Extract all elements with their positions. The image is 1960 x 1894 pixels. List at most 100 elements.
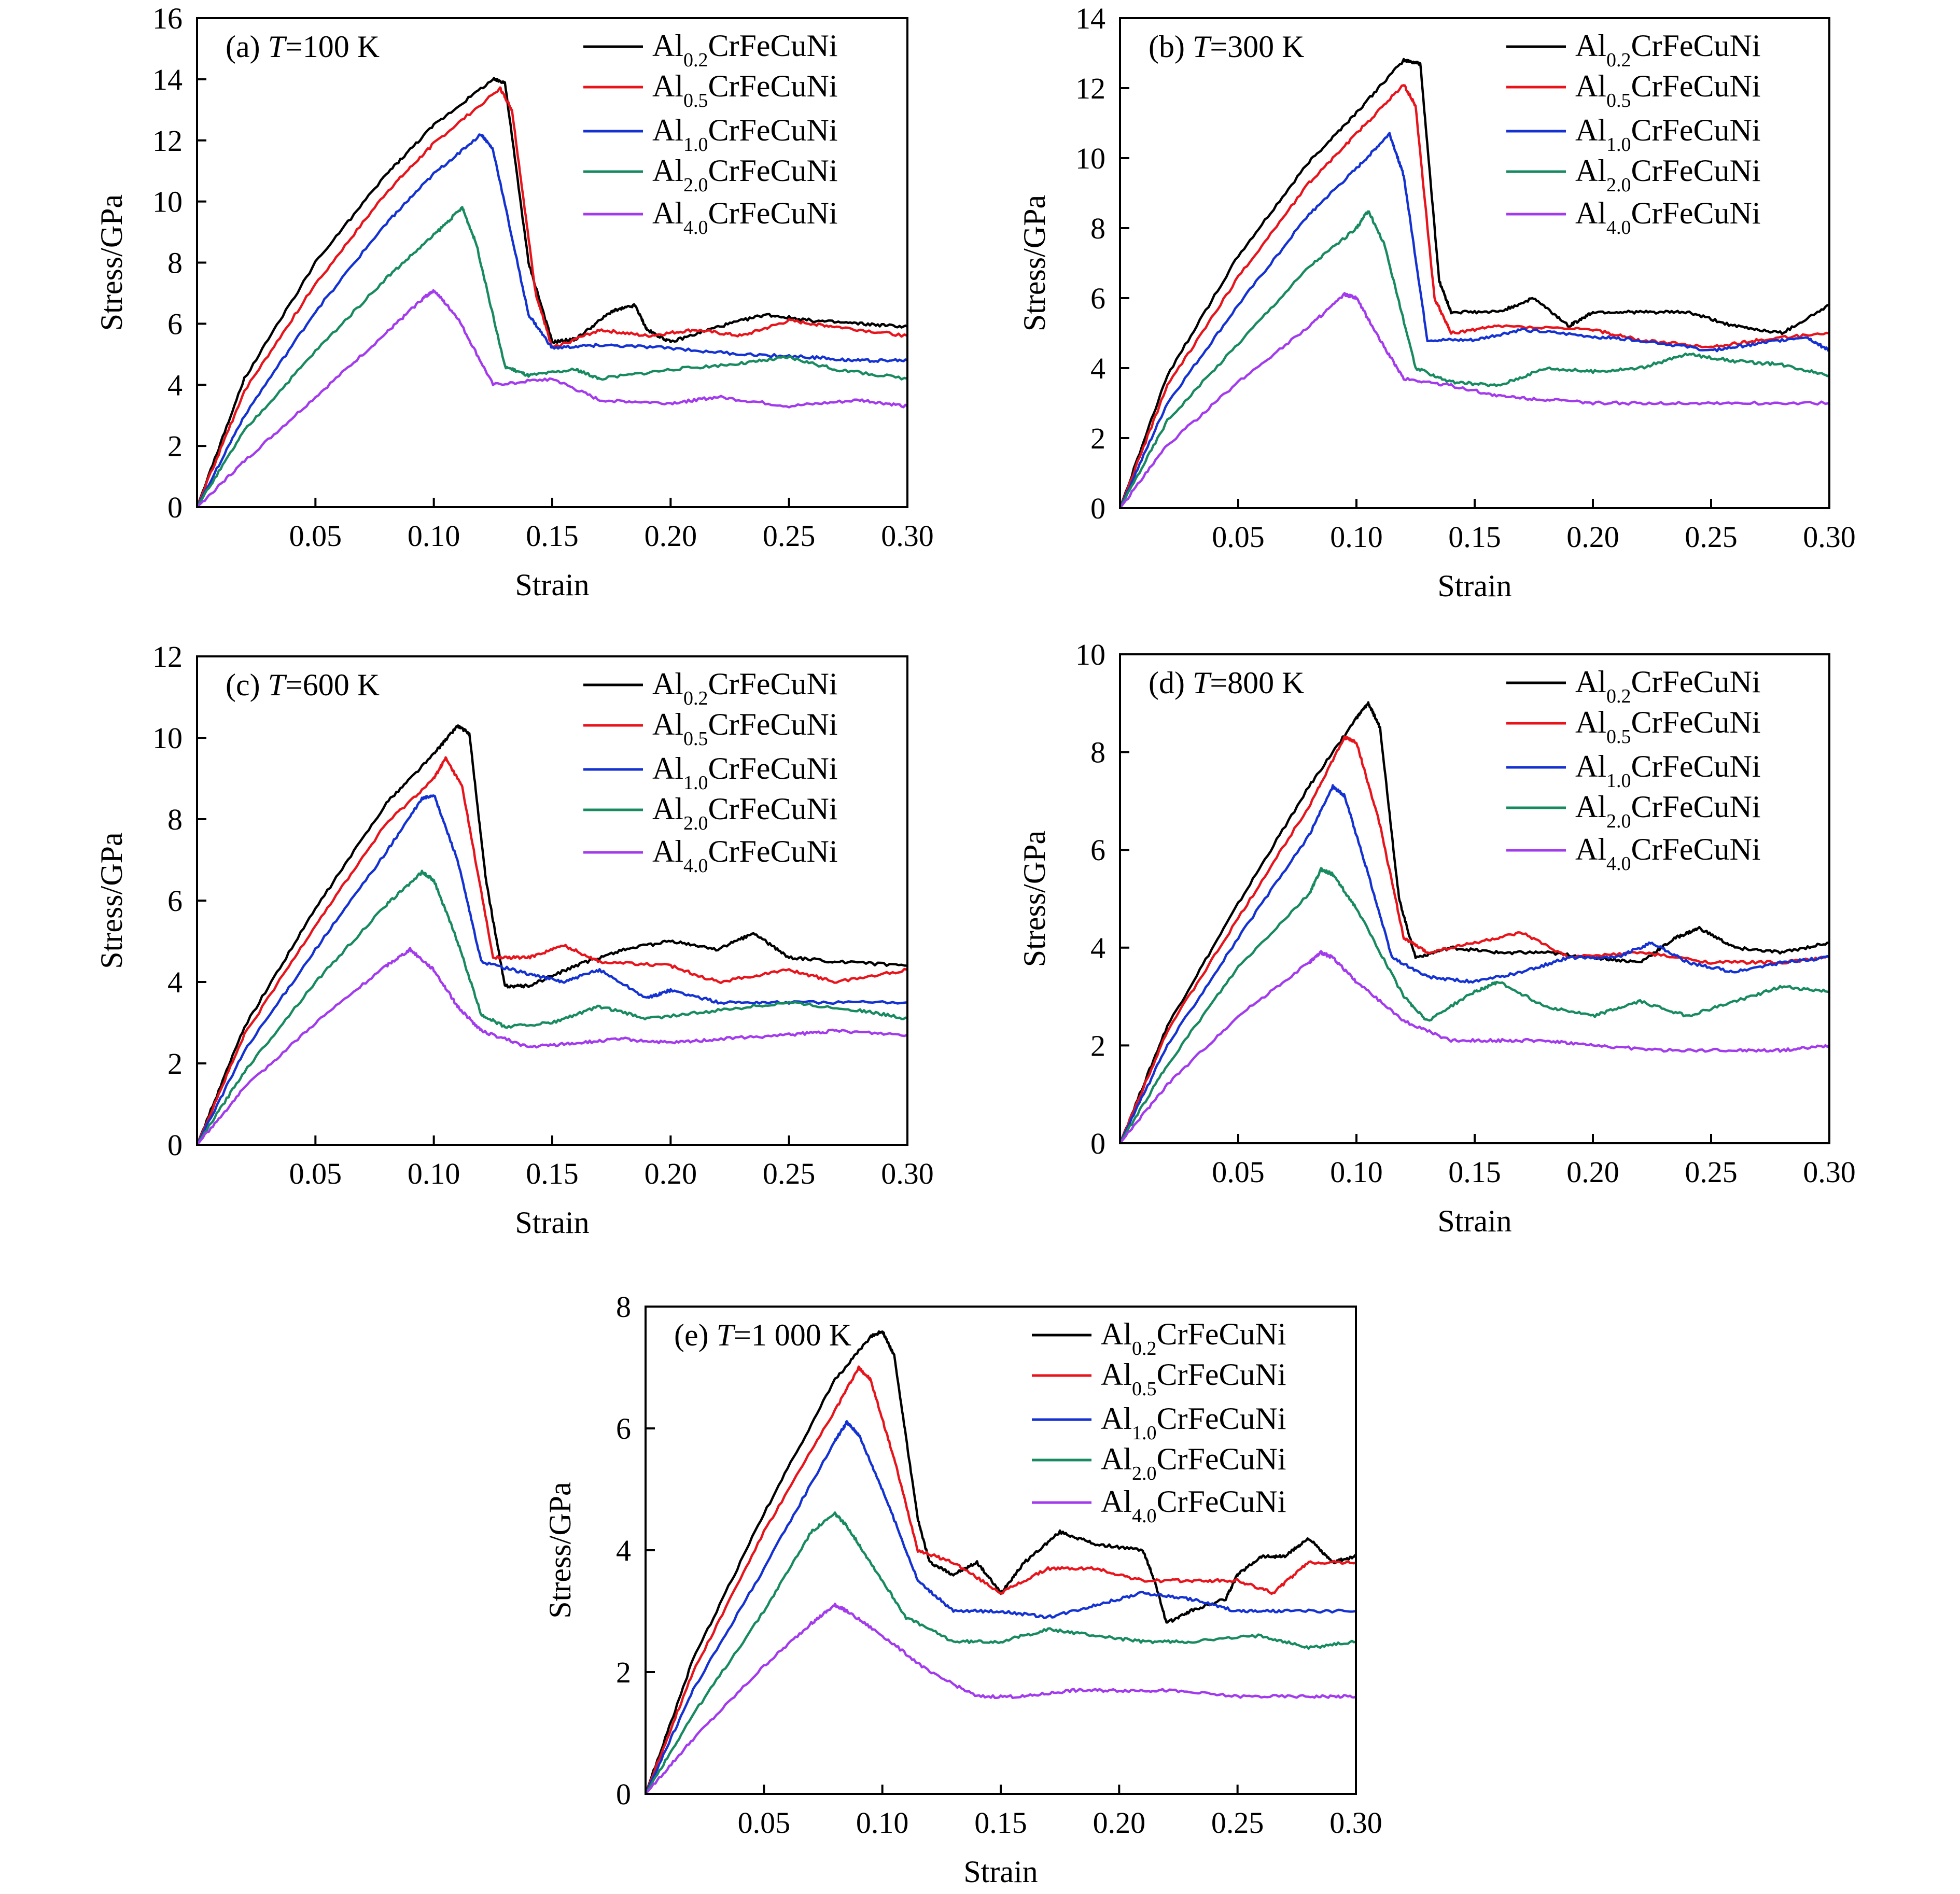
- x-tick-label: 0.05: [1212, 1155, 1265, 1189]
- y-tick-label: 4: [616, 1534, 631, 1567]
- legend-entry: Al4.0CrFeCuNi: [652, 834, 838, 877]
- y-tick-label: 0: [616, 1777, 631, 1811]
- x-tick-label: 0.25: [763, 519, 816, 553]
- y-tick-label: 4: [167, 368, 183, 402]
- y-tick-label: 0: [167, 490, 183, 524]
- y-tick-label: 16: [152, 2, 183, 35]
- x-axis-label: Strain: [963, 1855, 1038, 1889]
- legend-entry: Al0.5CrFeCuNi: [1101, 1357, 1286, 1400]
- x-tick-label: 0.05: [1212, 520, 1265, 554]
- x-tick-label: 0.10: [1330, 1155, 1383, 1189]
- x-tick-label: 0.05: [738, 1806, 791, 1840]
- series-line-2-0: [197, 206, 907, 507]
- series-line-1-0: [1120, 784, 1829, 1143]
- x-tick-label: 0.30: [881, 519, 934, 553]
- y-tick-label: 6: [1090, 282, 1105, 315]
- legend-entry: Al2.0CrFeCuNi: [1575, 790, 1761, 832]
- x-tick-label: 0.05: [289, 519, 342, 553]
- panel-label: (e) T=1 000 K: [674, 1318, 851, 1352]
- legend-entry: Al0.2CrFeCuNi: [1575, 29, 1761, 71]
- y-tick-label: 2: [1090, 422, 1105, 455]
- y-tick-label: 10: [1075, 638, 1105, 671]
- y-tick-label: 10: [152, 721, 183, 755]
- panel-label: (c) T=600 K: [226, 668, 380, 702]
- legend-entry: Al1.0CrFeCuNi: [1575, 113, 1761, 156]
- series-line-2-0: [197, 869, 907, 1145]
- legend-entry: Al2.0CrFeCuNi: [652, 153, 838, 196]
- y-tick-label: 12: [152, 124, 183, 158]
- series-line-0-5: [197, 86, 907, 507]
- x-tick-label: 0.15: [974, 1806, 1027, 1840]
- series-line-0-5: [1120, 735, 1829, 1143]
- x-tick-label: 0.20: [645, 1157, 697, 1190]
- series-line-0-5: [1120, 84, 1829, 508]
- y-tick-label: 2: [616, 1656, 631, 1689]
- y-tick-label: 14: [152, 63, 183, 96]
- legend-entry: Al2.0CrFeCuNi: [652, 792, 838, 834]
- series-line-4-0: [197, 289, 907, 507]
- y-axis-label: Stress/GPa: [543, 1482, 577, 1618]
- y-tick-label: 8: [1090, 736, 1105, 769]
- chart-panel-e: 0.05 0.10 0.15 0.20 0.25 0.30 0 2 4 6 8 Strain Stres…: [543, 1290, 1382, 1889]
- y-tick-label: 6: [1090, 833, 1105, 867]
- legend-entry: Al4.0CrFeCuNi: [1101, 1484, 1286, 1527]
- x-tick-label: 0.20: [1566, 520, 1619, 554]
- x-tick-label: 0.30: [1803, 520, 1856, 554]
- legend-entry: Al0.5CrFeCuNi: [1575, 705, 1761, 748]
- series-line-1-0: [197, 794, 907, 1145]
- x-tick-label: 0.15: [526, 519, 579, 553]
- x-axis-label: Strain: [1437, 1204, 1511, 1238]
- y-tick-label: 4: [1090, 931, 1105, 965]
- x-tick-label: 0.20: [645, 519, 697, 553]
- x-axis-label: Strain: [1437, 569, 1511, 603]
- y-tick-label: 10: [152, 185, 183, 219]
- series-line-4-0: [646, 1603, 1356, 1794]
- y-tick-label: 4: [1090, 352, 1105, 385]
- x-tick-label: 0.30: [881, 1157, 934, 1190]
- y-axis-label: Stress/GPa: [1017, 831, 1052, 967]
- y-tick-label: 2: [167, 429, 183, 463]
- y-tick-label: 12: [152, 640, 183, 674]
- series-line-0-5: [197, 756, 907, 1145]
- series-line-0-2: [197, 724, 907, 1145]
- legend-entry: Al0.2CrFeCuNi: [652, 29, 838, 71]
- x-tick-label: 0.30: [1803, 1155, 1856, 1189]
- series-line-0-2: [1120, 58, 1829, 508]
- y-axis-label: Stress/GPa: [94, 832, 129, 969]
- legend-entry: Al0.5CrFeCuNi: [652, 707, 838, 750]
- legend-entry: Al0.5CrFeCuNi: [652, 69, 838, 111]
- chart-panel-c: 0.05 0.10 0.15 0.20 0.25 0.30 0 2 4 6 8 10 12 Strain S…: [94, 640, 934, 1240]
- chart-panel-d: 0.05 0.10 0.15 0.20 0.25 0.30 0 2 4 6 8 10 Strain Str…: [1017, 638, 1856, 1238]
- x-tick-label: 0.10: [408, 519, 460, 553]
- y-tick-label: 2: [1090, 1029, 1105, 1062]
- x-axis-label: Strain: [515, 1205, 589, 1240]
- y-tick-label: 6: [616, 1412, 631, 1446]
- x-tick-label: 0.25: [763, 1157, 816, 1190]
- y-tick-label: 8: [167, 246, 183, 280]
- y-tick-label: 8: [167, 803, 183, 836]
- x-tick-label: 0.25: [1685, 1155, 1738, 1189]
- y-tick-label: 14: [1075, 2, 1105, 35]
- x-tick-label: 0.15: [526, 1157, 579, 1190]
- legend-entry: Al4.0CrFeCuNi: [1575, 196, 1761, 238]
- panel-label: (a) T=100 K: [226, 30, 380, 64]
- x-tick-label: 0.15: [1448, 520, 1501, 554]
- series-line-0-5: [646, 1365, 1356, 1794]
- legend-entry: Al1.0CrFeCuNi: [652, 113, 838, 156]
- y-axis-label: Stress/GPa: [94, 194, 129, 331]
- series-line-1-0: [646, 1420, 1356, 1794]
- panel-label: (d) T=800 K: [1149, 666, 1305, 700]
- y-tick-label: 8: [1090, 212, 1105, 245]
- legend-entry: Al0.2CrFeCuNi: [1101, 1317, 1286, 1359]
- y-tick-label: 0: [1090, 1127, 1105, 1160]
- legend-entry: Al0.5CrFeCuNi: [1575, 69, 1761, 111]
- legend-entry: Al2.0CrFeCuNi: [1575, 153, 1761, 196]
- y-tick-label: 2: [167, 1047, 183, 1081]
- series-line-4-0: [1120, 950, 1829, 1143]
- chart-panel-a: 0.05 0.10 0.15 0.20 0.25 0.30 0 2 4 6 8 10 12 14 16 Str…: [94, 2, 934, 602]
- series-line-2-0: [1120, 210, 1829, 508]
- legend-entry: Al1.0CrFeCuNi: [1575, 749, 1761, 792]
- y-axis-label: Stress/GPa: [1017, 195, 1052, 331]
- x-tick-label: 0.15: [1448, 1155, 1501, 1189]
